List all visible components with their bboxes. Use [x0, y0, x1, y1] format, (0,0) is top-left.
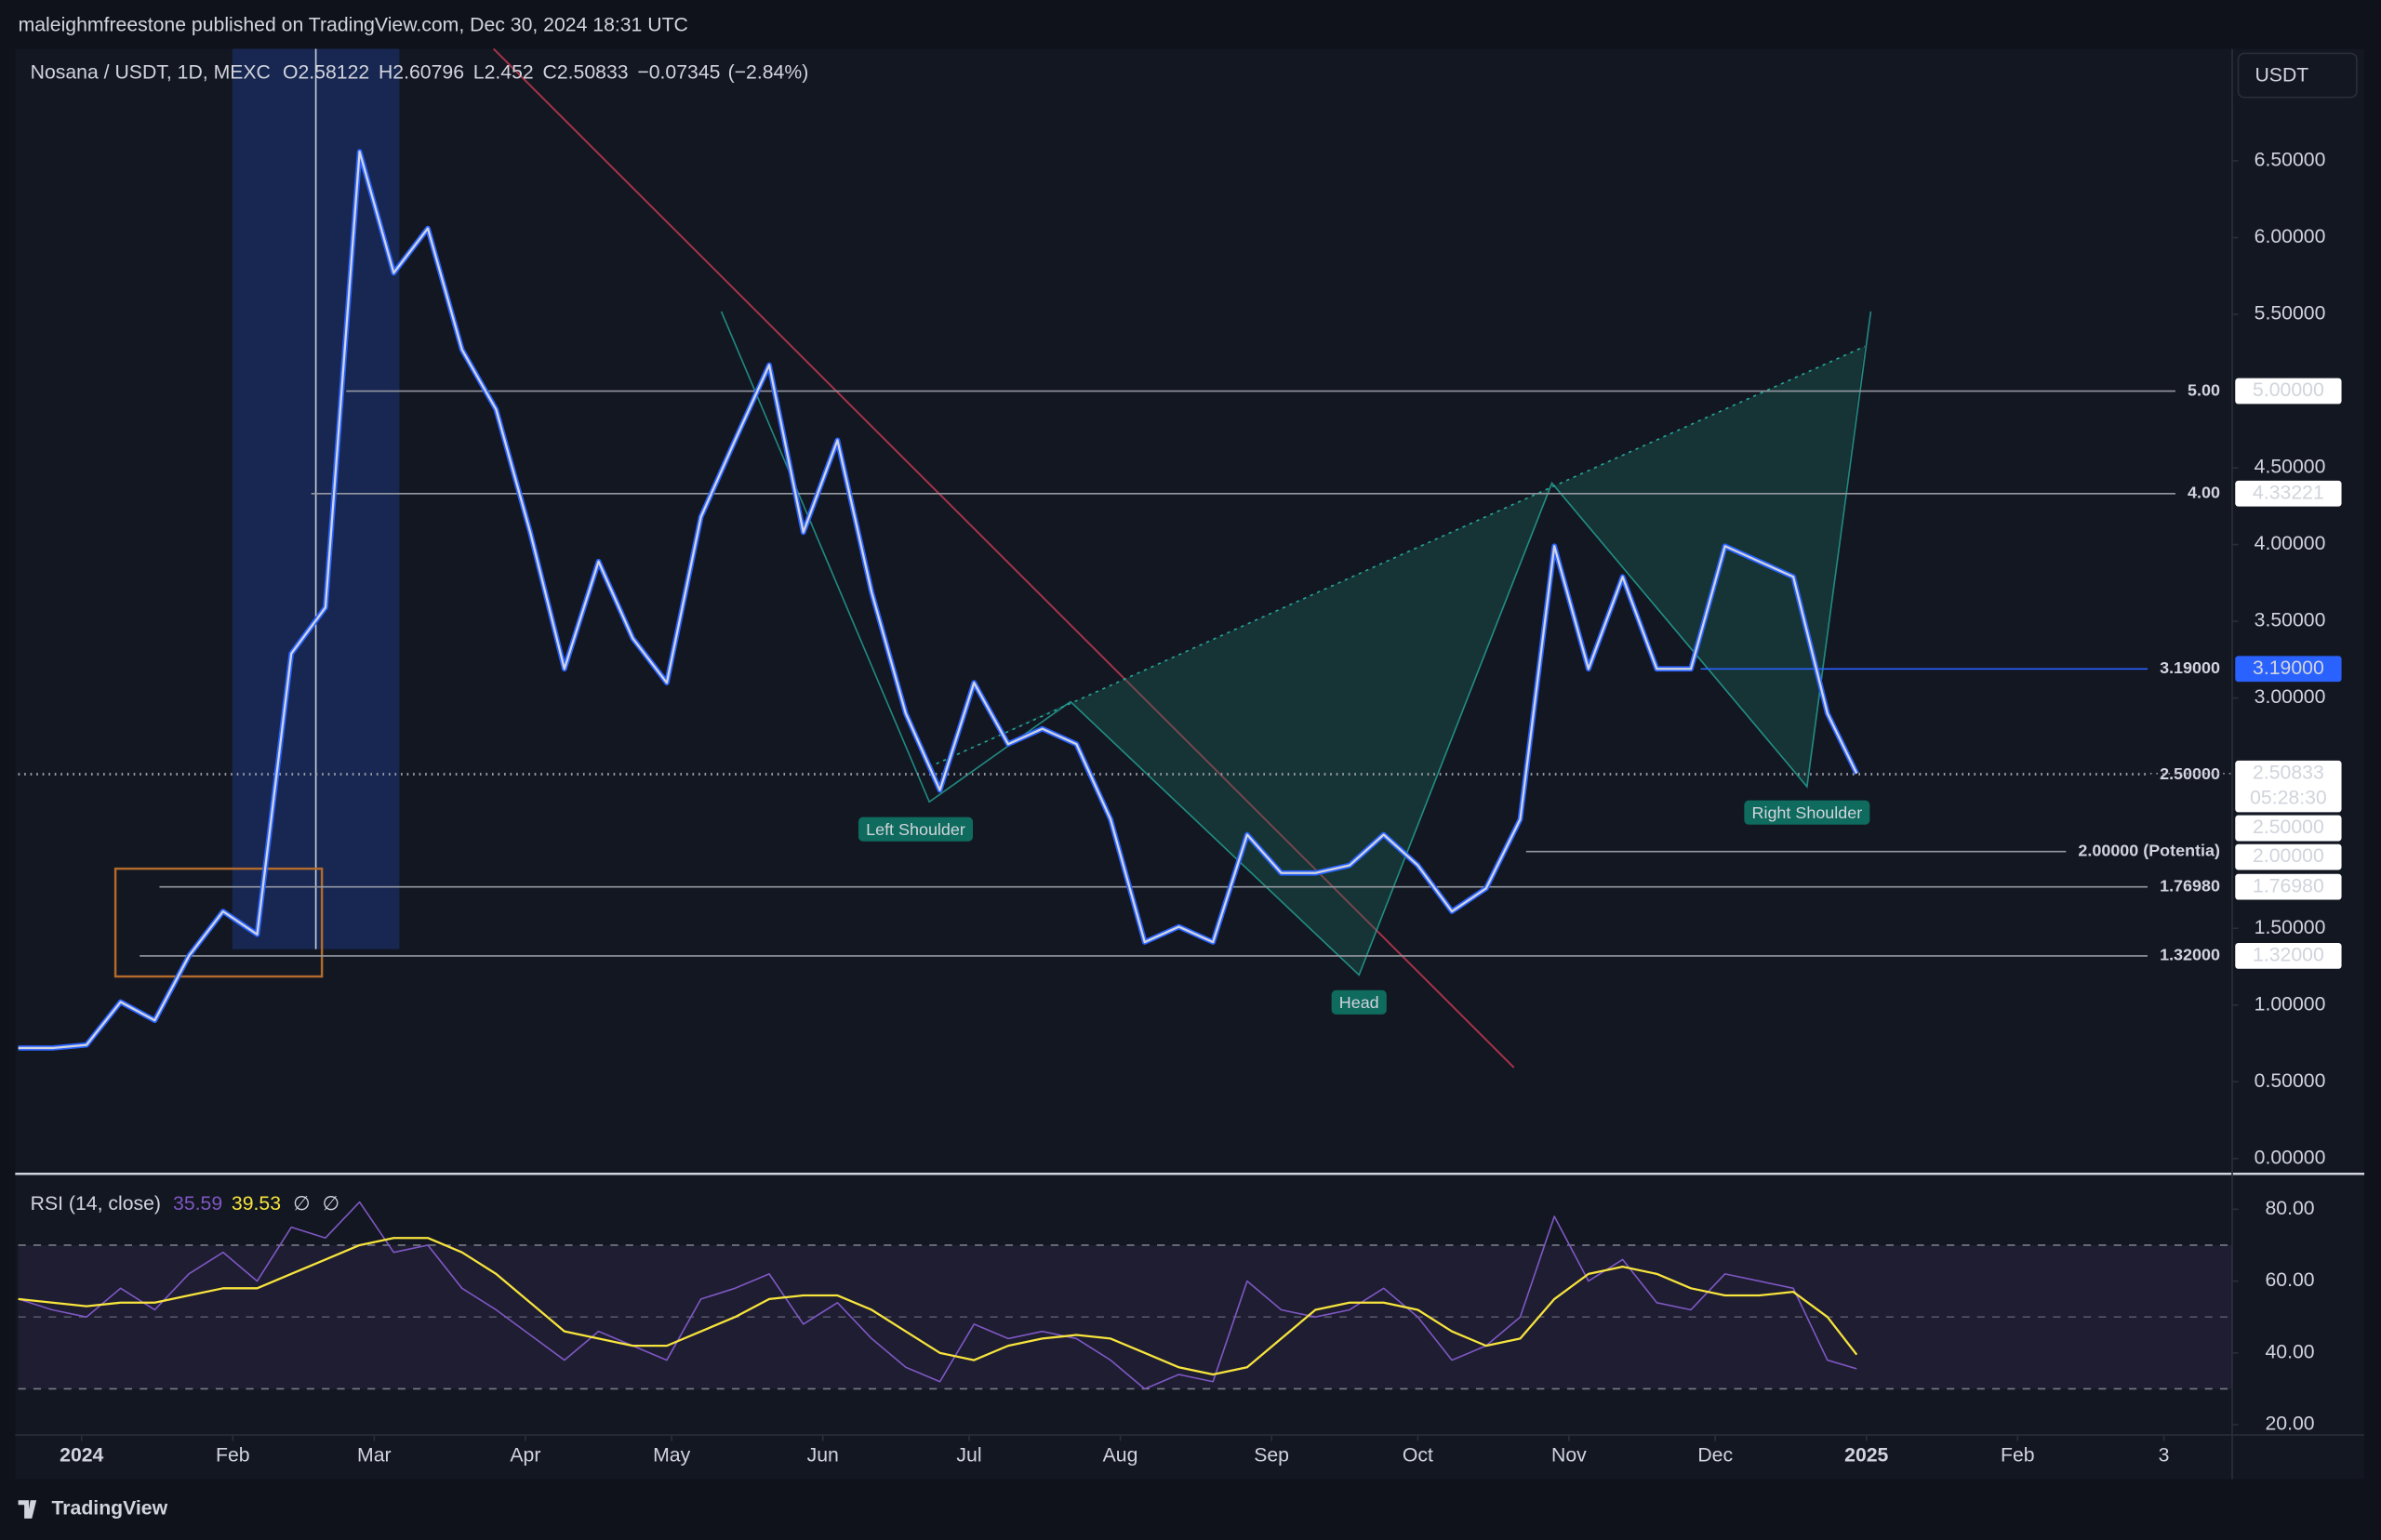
- low-label: L: [473, 61, 485, 83]
- x-tick-label: Oct: [1403, 1445, 1433, 1467]
- low-value: 2.452: [485, 61, 534, 83]
- y-tick-label: 4.50000: [2255, 457, 2326, 478]
- change-percent: (−2.84%): [728, 61, 809, 83]
- rsi-ma-line: [18, 1237, 1858, 1376]
- y-tick-label: 4.00000: [2255, 533, 2326, 554]
- downtrend-line: [492, 47, 1515, 1069]
- price-label-box: [2235, 873, 2342, 900]
- pattern-fill: [929, 346, 1865, 976]
- logo: TradingView: [52, 1498, 168, 1520]
- level-label: 2.50000: [2160, 764, 2220, 783]
- price-label: 4.33221: [2253, 482, 2324, 503]
- price-label: 2.00000: [2253, 845, 2324, 867]
- y-tick-label: 0.50000: [2255, 1070, 2326, 1092]
- rsi-legend: RSI (14, close) 35.59 39.53 ∅ ∅: [31, 1193, 339, 1215]
- price-label: 3.19000: [2253, 657, 2324, 679]
- level-label: 1.32000: [2160, 946, 2220, 964]
- y-tick-label: 40.00: [2265, 1341, 2314, 1362]
- price-label: 5.00000: [2253, 379, 2324, 401]
- price-label-box: [2235, 760, 2342, 813]
- annotation: Head: [1331, 989, 1387, 1015]
- consolidation-box: [113, 867, 324, 978]
- publisher: maleighmfreestone published on TradingVi…: [19, 15, 688, 36]
- price-line: [18, 150, 1858, 1050]
- x-tick-label: 2024: [60, 1445, 103, 1467]
- currency-button[interactable]: [2237, 52, 2358, 99]
- rsi-title: RSI (14, close): [31, 1193, 161, 1215]
- price-label-box: [2235, 656, 2342, 683]
- y-tick-label: 3.50000: [2255, 610, 2326, 631]
- level-label: 4.00: [2188, 483, 2220, 501]
- price-label: 1.76980: [2253, 875, 2324, 896]
- x-tick-label: Jul: [956, 1445, 981, 1467]
- x-tick-label: Dec: [1697, 1445, 1733, 1467]
- level-label: 5.00: [2188, 380, 2220, 399]
- price-label-box: [2235, 378, 2342, 405]
- y-tick-label: 1.00000: [2255, 993, 2326, 1015]
- y-tick-label: 80.00: [2265, 1198, 2314, 1219]
- y-tick-label: 0.00000: [2255, 1147, 2326, 1168]
- annotation: Right Shoulder: [1744, 800, 1870, 825]
- y-tick-label: 6.00000: [2255, 226, 2326, 247]
- x-tick-label: Nov: [1551, 1445, 1587, 1467]
- open-label: O: [283, 61, 299, 83]
- price-label: 2.50000: [2253, 816, 2324, 838]
- level-label: 3.19000: [2160, 658, 2220, 677]
- annotation-box: [1331, 989, 1387, 1015]
- level-label: 2.00000 (Potentia): [2078, 841, 2220, 859]
- x-tick-label: Feb: [2001, 1445, 2035, 1467]
- price-label-box: [2235, 943, 2342, 969]
- high-value: 2.60796: [392, 61, 464, 83]
- logo-icon: [18, 1500, 37, 1519]
- x-tick-label: May: [653, 1445, 690, 1467]
- x-tick-label: Jun: [807, 1445, 839, 1467]
- change: −0.07345: [637, 61, 720, 83]
- legend-mark: ∅: [293, 1193, 310, 1215]
- currency-label[interactable]: USDT: [2255, 64, 2308, 86]
- y-tick-label: 6.50000: [2255, 150, 2326, 171]
- x-tick-label: Mar: [357, 1445, 392, 1467]
- y-tick-label: 5.50000: [2255, 303, 2326, 325]
- symbol-legend: Nosana / USDT, 1D, MEXC O2.58122 H2.60796 L…: [31, 61, 809, 83]
- price-label-box: [2235, 843, 2342, 870]
- annotation-label: Right Shoulder: [1752, 803, 1863, 822]
- price-label-box: [2235, 480, 2342, 507]
- annotation-label: Head: [1339, 993, 1379, 1012]
- annotation-box: [1744, 800, 1870, 825]
- close-label: C: [543, 61, 557, 83]
- price-label: 1.32000: [2253, 945, 2324, 966]
- rsi-line: [18, 1201, 1857, 1390]
- annotation: Left Shoulder: [858, 816, 974, 842]
- y-tick-label: 1.50000: [2255, 917, 2326, 938]
- head-shoulders-outline: [720, 311, 1872, 976]
- chart-area: [15, 48, 2365, 1480]
- level-label: 1.76980: [2160, 876, 2220, 895]
- x-tick-label: 3: [2159, 1445, 2170, 1467]
- x-tick-label: Sep: [1254, 1445, 1289, 1467]
- rsi-value: 35.59: [173, 1193, 222, 1215]
- high-label: H: [379, 61, 392, 83]
- y-tick-label: 3.00000: [2255, 686, 2326, 708]
- rsi-band: [18, 1244, 2233, 1389]
- x-tick-label: Apr: [510, 1445, 540, 1467]
- x-tick-label: Aug: [1103, 1445, 1138, 1467]
- price-label: 2.50833: [2253, 762, 2324, 783]
- y-tick-label: 20.00: [2265, 1414, 2314, 1435]
- annotation-box: [858, 816, 974, 842]
- price-label-box: [2235, 815, 2342, 842]
- symbol: Nosana / USDT, 1D, MEXC: [31, 61, 271, 83]
- legend-mark: ∅: [323, 1193, 339, 1215]
- x-tick-label: Feb: [216, 1445, 250, 1467]
- y-tick-label: 60.00: [2265, 1269, 2314, 1291]
- annotation-label: Left Shoulder: [866, 820, 965, 839]
- countdown: 05:28:30: [2250, 787, 2327, 808]
- rsi-ma-value: 39.53: [232, 1193, 281, 1215]
- open-value: 2.58122: [298, 61, 369, 83]
- x-tick-label: 2025: [1844, 1445, 1888, 1467]
- close-value: 2.50833: [557, 61, 629, 83]
